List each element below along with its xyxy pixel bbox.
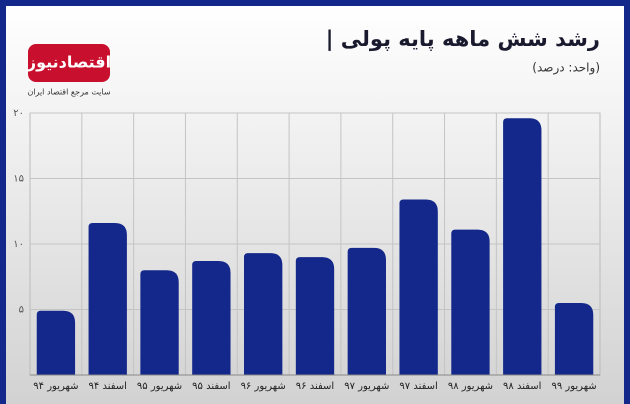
bar — [347, 247, 386, 375]
y-tick-label: ۱۰ — [13, 239, 24, 250]
logo-text: اقتصادنیوز — [26, 53, 111, 72]
bar — [503, 118, 542, 376]
y-tick-label: ۵ — [19, 305, 24, 316]
x-tick-label: اسفند ۹۷ — [399, 381, 437, 392]
bar — [451, 229, 490, 375]
bar — [295, 257, 335, 375]
chart-title: | رشد شش ماهه پایه پولی — [326, 27, 600, 52]
x-tick-label: شهریور ۹۸ — [448, 381, 493, 392]
tagline: سایت مرجع اقتصاد ایران — [27, 88, 110, 97]
x-tick-label: شهریور ۹۹ — [551, 381, 596, 392]
y-tick-label: ۱۵ — [13, 174, 24, 185]
bar — [554, 302, 594, 375]
bar — [88, 223, 127, 375]
chart-subtitle: (واحد: درصد) — [532, 61, 600, 76]
bar — [36, 310, 76, 375]
x-tick-label: اسفند ۹۸ — [503, 381, 541, 392]
x-tick-label: اسفند ۹۵ — [192, 381, 230, 392]
bar — [140, 270, 179, 375]
bar — [244, 253, 283, 375]
x-tick-label: شهریور ۹۶ — [241, 381, 286, 392]
y-tick-label: ۲۰ — [13, 108, 24, 119]
x-tick-label: اسفند ۹۴ — [89, 381, 127, 392]
logo — [28, 44, 110, 82]
x-tick-label: اسفند ۹۶ — [296, 381, 334, 392]
x-tick-label: شهریور ۹۷ — [344, 381, 389, 392]
x-tick-label: شهریور ۹۵ — [137, 381, 182, 392]
x-tick-label: شهریور ۹۴ — [33, 381, 78, 392]
bar — [399, 199, 438, 375]
bar — [192, 261, 231, 375]
